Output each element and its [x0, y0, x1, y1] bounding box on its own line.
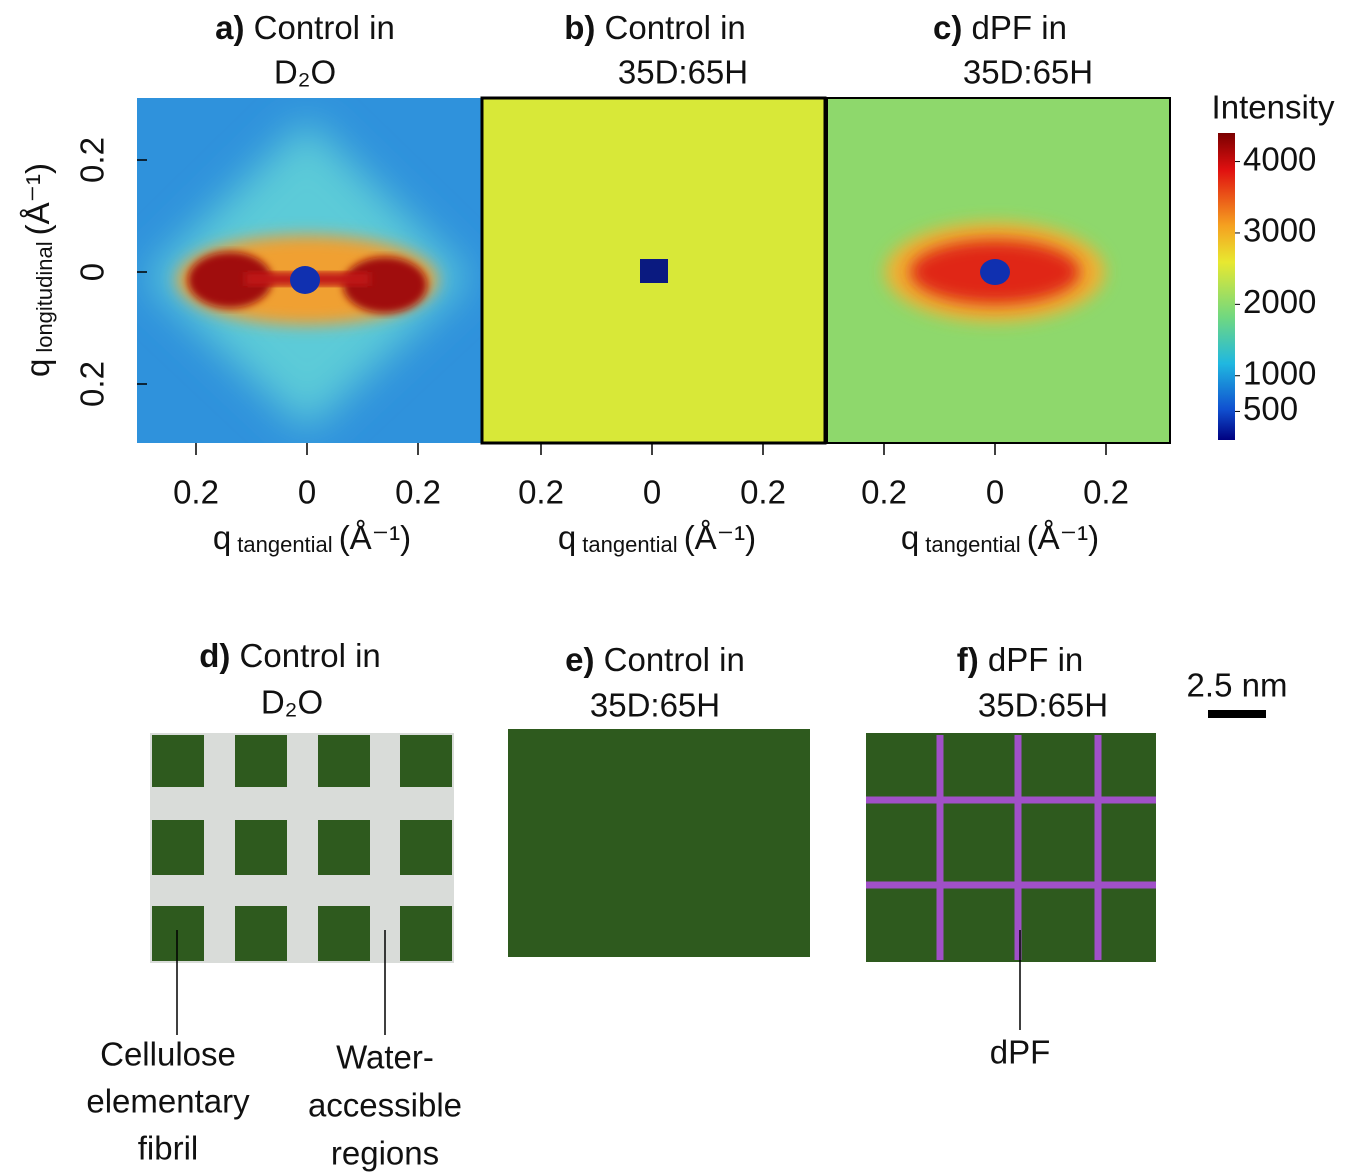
- colorbar: [1218, 133, 1235, 440]
- x-tick-label: 0.2: [740, 474, 786, 511]
- colorbar-tick-label: 1000: [1243, 354, 1316, 391]
- title-line: D₂O: [261, 684, 323, 721]
- axis-symbol: q: [901, 519, 919, 556]
- axis-sub: longitudinal: [32, 241, 57, 352]
- scale-bar: [1208, 710, 1266, 718]
- annotation: Water-: [336, 1039, 434, 1076]
- x-tick-label: 0.2: [1083, 474, 1129, 511]
- axis-sub: tangential: [582, 532, 677, 557]
- title-line: dPF in: [962, 9, 1067, 46]
- annotation: regions: [331, 1135, 439, 1172]
- title-line: 35D:65H: [618, 54, 748, 91]
- title-line: Control in: [230, 637, 380, 674]
- diagram-e: [508, 729, 810, 957]
- x-tick-label: 0.2: [395, 474, 441, 511]
- axis-unit: (Å⁻¹): [1027, 519, 1099, 556]
- colorbar-tick-label: 4000: [1243, 140, 1316, 177]
- panel-title: f) dPF in: [957, 641, 1084, 678]
- panel-label: e): [565, 641, 594, 678]
- panel-label: b): [564, 9, 595, 46]
- y-axis-title: q longitudinal (Å⁻¹): [19, 163, 57, 377]
- diagram-d: [150, 733, 454, 1035]
- title-line: dPF in: [979, 641, 1084, 678]
- panel-title: a) Control in: [215, 9, 395, 46]
- title-line: 35D:65H: [978, 687, 1108, 724]
- y-tick-label: 0.2: [74, 361, 111, 407]
- x-tick-label: 0.2: [861, 474, 907, 511]
- x-tick-label: 0: [643, 474, 661, 511]
- annotation: fibril: [138, 1130, 199, 1167]
- annotation: dPF: [990, 1034, 1051, 1071]
- axis-unit: (Å⁻¹): [19, 163, 56, 235]
- y-tick-label: 0.2: [74, 137, 111, 183]
- scale-bar-label: 2.5 nm: [1187, 667, 1288, 704]
- title-line: Control in: [594, 641, 744, 678]
- x-tick-label: 0: [298, 474, 316, 511]
- panel-label: d): [199, 637, 230, 674]
- panel-label: f): [957, 641, 979, 678]
- annotation: Cellulose: [100, 1036, 236, 1073]
- title-line: Control in: [595, 9, 745, 46]
- figure: a) Control inD₂Ob) Control in35D:65Hc) d…: [0, 0, 1363, 1176]
- heatmap-a: [137, 98, 481, 443]
- y-tick-label: 0: [74, 263, 111, 281]
- title-line: D₂O: [274, 54, 336, 91]
- title-line: Control in: [244, 9, 394, 46]
- panel-label: a): [215, 9, 244, 46]
- x-tick-label: 0.2: [518, 474, 564, 511]
- axis-unit: (Å⁻¹): [684, 519, 756, 556]
- beam-stop: [640, 259, 668, 283]
- colorbar-title: Intensity: [1212, 89, 1335, 126]
- panel-label: c): [933, 9, 962, 46]
- colorbar-tick-label: 500: [1243, 390, 1298, 427]
- x-tick-label: 0: [986, 474, 1004, 511]
- panel-title: c) dPF in: [933, 9, 1067, 46]
- x-tick-label: 0.2: [173, 474, 219, 511]
- panel-title: b) Control in: [564, 9, 746, 46]
- annotation: elementary: [86, 1083, 250, 1120]
- panel-title: e) Control in: [565, 641, 745, 678]
- heatmap-c: [827, 98, 1170, 443]
- axis-symbol: q: [558, 519, 576, 556]
- axis-unit: (Å⁻¹): [339, 519, 411, 556]
- axis-symbol: q: [19, 359, 56, 377]
- axis-sub: tangential: [237, 532, 332, 557]
- annotation: accessible: [308, 1087, 462, 1124]
- title-line: 35D:65H: [963, 54, 1093, 91]
- axis-symbol: q: [213, 519, 231, 556]
- title-line: 35D:65H: [590, 687, 720, 724]
- colorbar-tick-label: 3000: [1243, 212, 1316, 249]
- diagram-f: [866, 733, 1156, 1030]
- axis-sub: tangential: [925, 532, 1020, 557]
- panel-title: d) Control in: [199, 637, 381, 674]
- colorbar-tick-label: 2000: [1243, 283, 1316, 320]
